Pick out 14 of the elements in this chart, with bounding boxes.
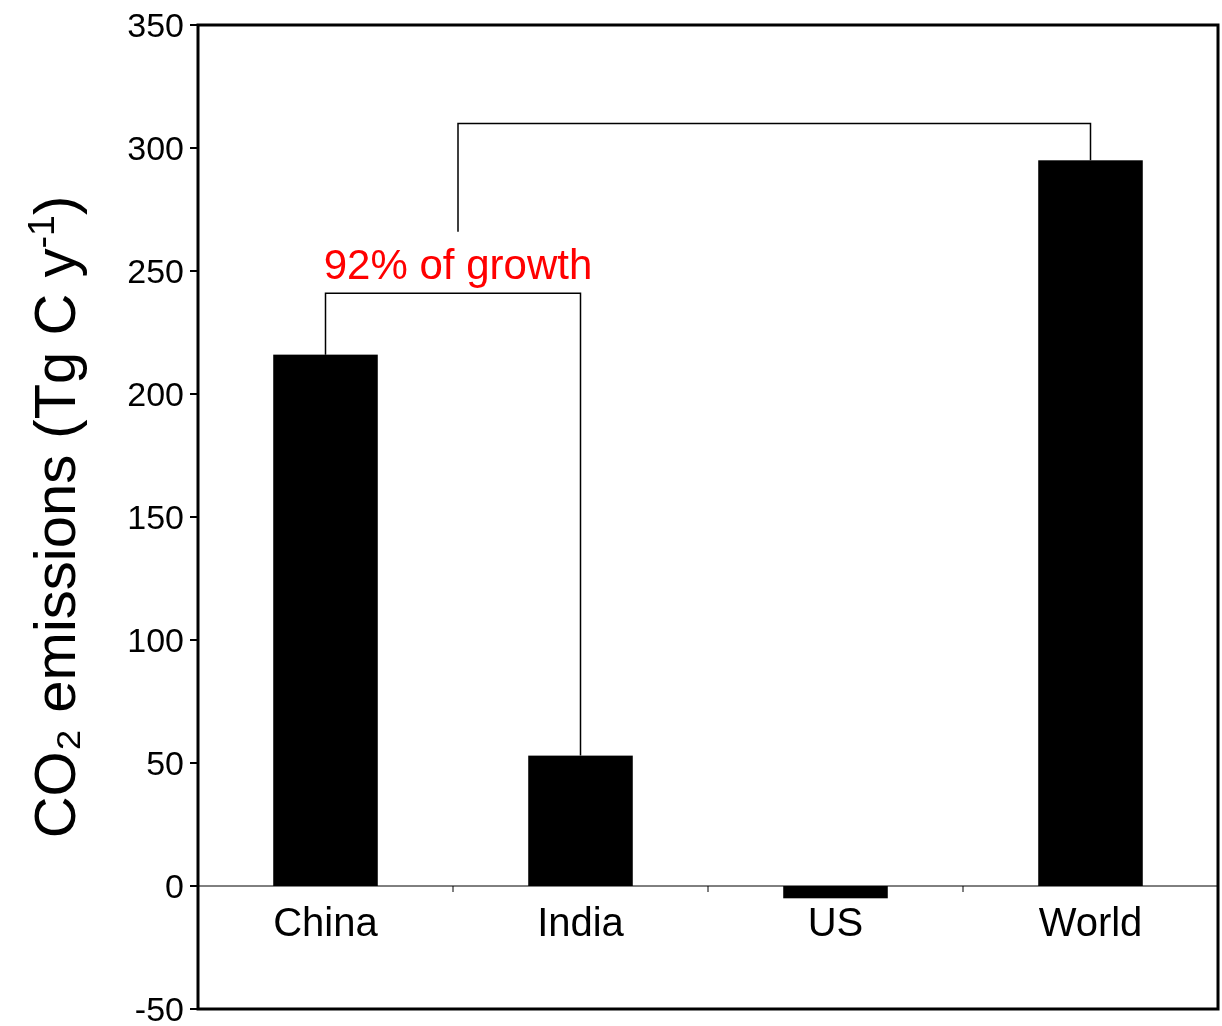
x-tick-label: US bbox=[807, 900, 864, 944]
y-tick-label: 300 bbox=[127, 128, 184, 167]
y-tick-label: 200 bbox=[127, 374, 184, 413]
x-tick-label: China bbox=[273, 900, 379, 944]
y-tick-label: 100 bbox=[127, 620, 184, 659]
y-tick-label: 150 bbox=[127, 497, 184, 536]
y-tick-label: 350 bbox=[127, 5, 184, 44]
y-tick-label: 0 bbox=[165, 866, 184, 905]
x-tick-label: World bbox=[1038, 900, 1143, 944]
y-tick-label: -50 bbox=[134, 989, 184, 1026]
x-tick-label: India bbox=[537, 900, 625, 944]
y-tick-label: 50 bbox=[146, 743, 184, 782]
y-tick-label: 250 bbox=[127, 251, 184, 290]
annotation: 92% of growth bbox=[323, 241, 593, 289]
